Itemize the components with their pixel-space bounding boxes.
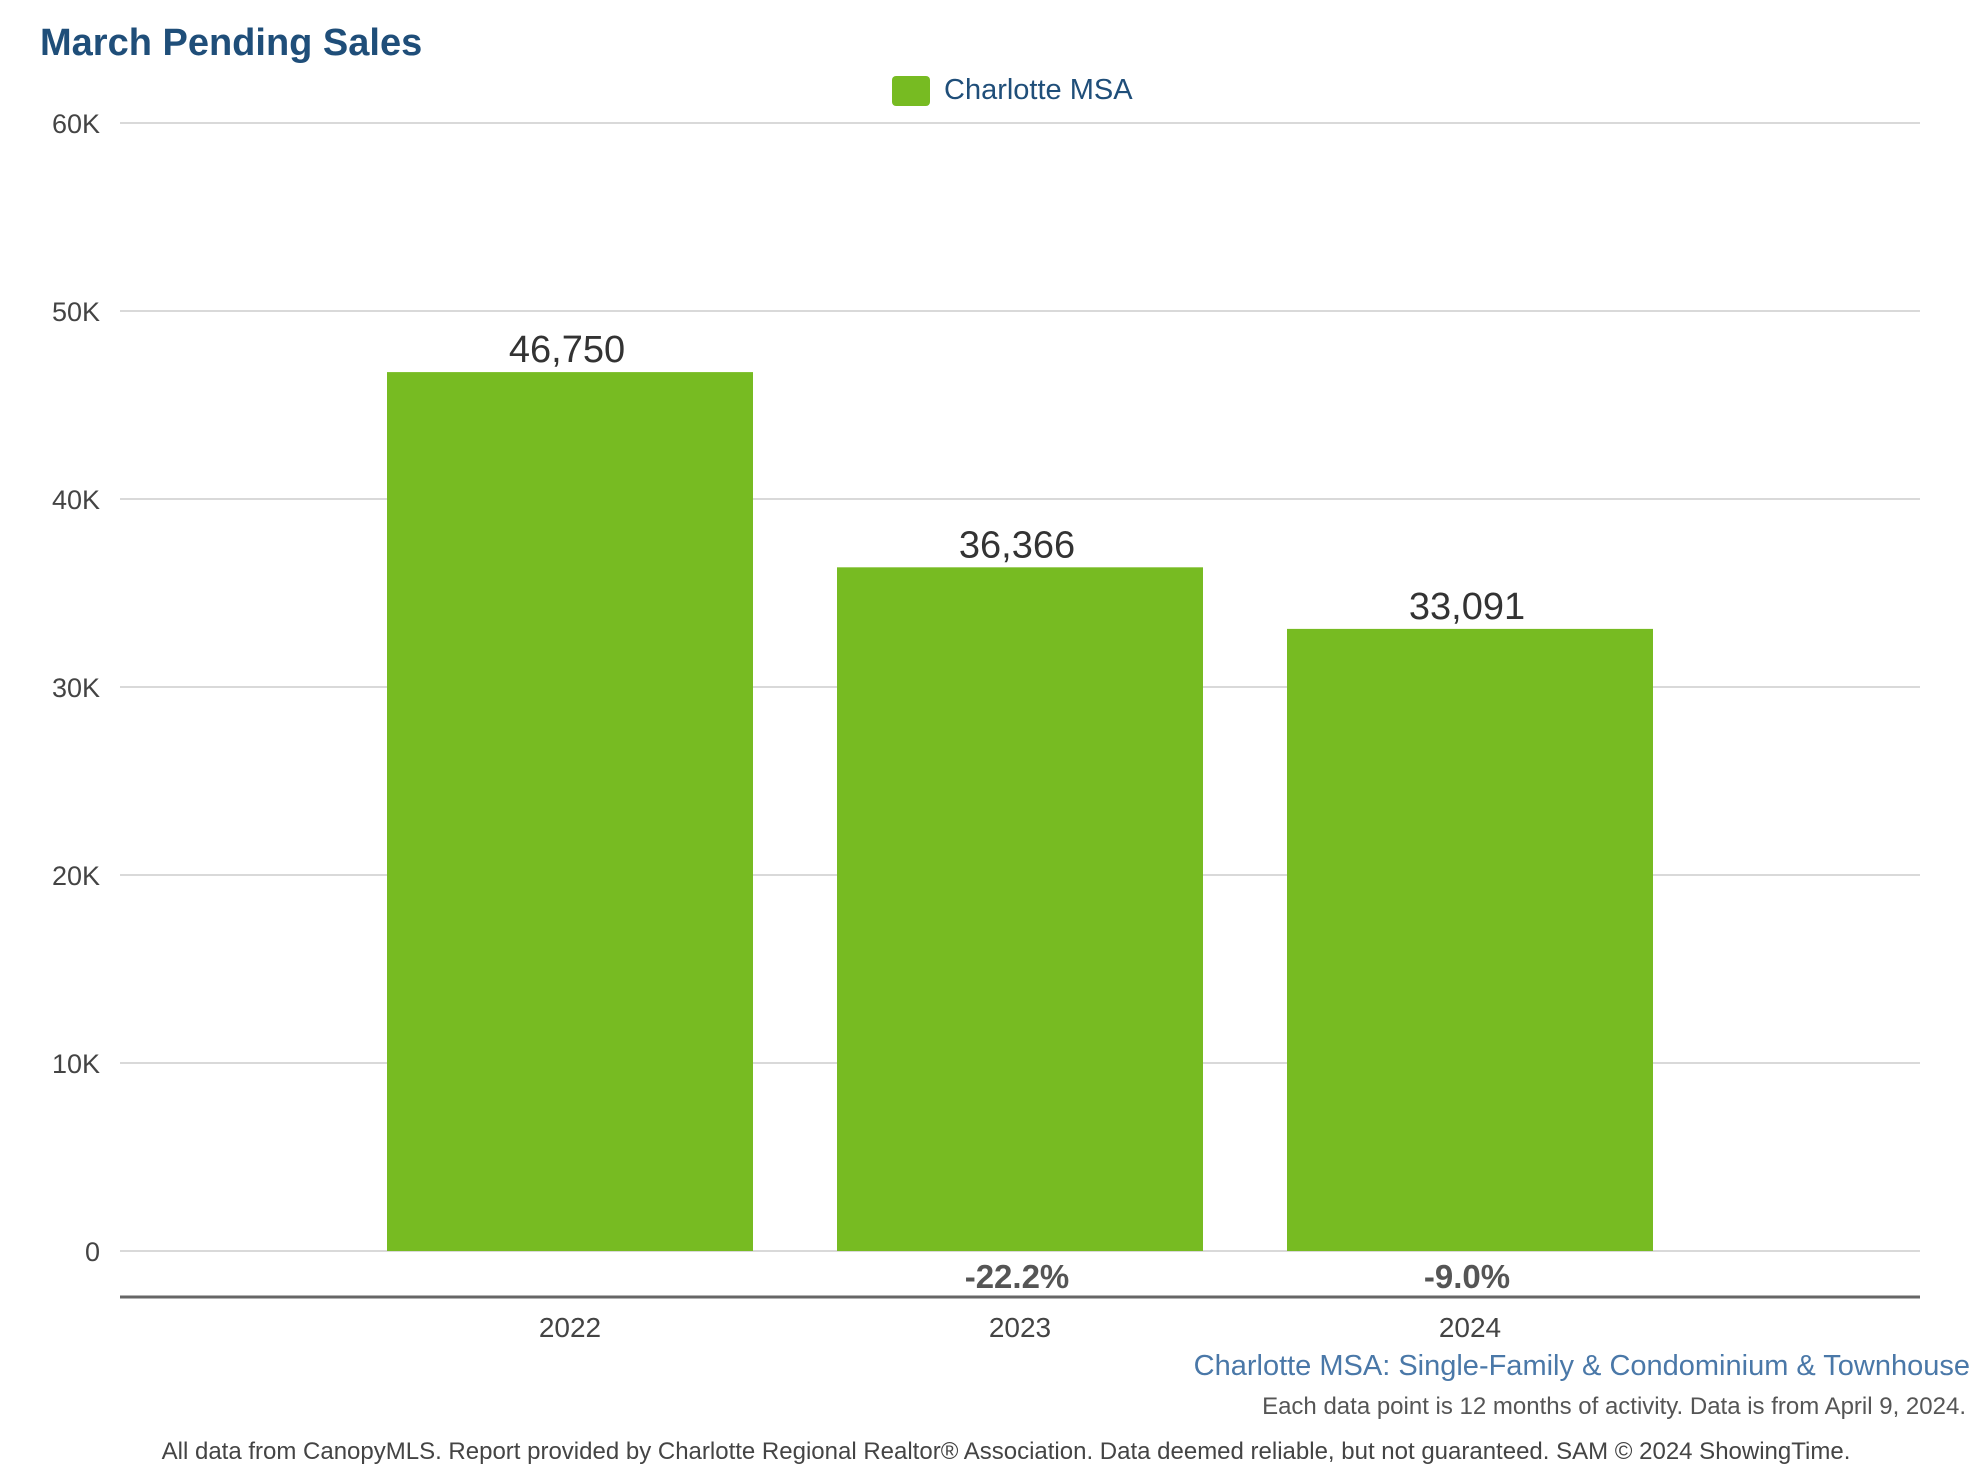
bars: [387, 372, 1653, 1252]
legend[interactable]: Charlotte MSA: [892, 74, 1133, 107]
y-tick-label: 0: [85, 1237, 100, 1267]
footer-credit: All data from CanopyMLS. Report provided…: [161, 1438, 1851, 1465]
y-tick-label: 50K: [52, 297, 100, 327]
bar: [387, 372, 753, 1252]
change-labels: -22.2% -9.0%: [965, 1258, 1510, 1295]
x-tick-label: 2022: [539, 1312, 601, 1340]
x-axis-ticks: 2022 2023 2024: [539, 1312, 1501, 1340]
y-tick-label: 30K: [52, 673, 100, 703]
legend-label: Charlotte MSA: [944, 74, 1133, 106]
chart-subtitle: Charlotte MSA: Single-Family & Condomini…: [1193, 1350, 1970, 1382]
y-tick-label: 40K: [52, 485, 100, 515]
bar: [1287, 628, 1653, 1251]
bar-chart: 0 10K 20K 30K 40K 50K 60K 46,750 36,366 33,091 -…: [52, 109, 1920, 1340]
change-label: -22.2%: [965, 1258, 1070, 1295]
value-label: 36,366: [959, 524, 1075, 566]
bar: [837, 567, 1203, 1251]
y-tick-label: 60K: [52, 109, 100, 139]
x-tick-label: 2024: [1439, 1312, 1501, 1340]
value-labels: 46,750 36,366 33,091: [509, 329, 1525, 628]
value-label: 46,750: [509, 329, 625, 371]
chart-title: March Pending Sales: [40, 22, 423, 64]
y-tick-label: 20K: [52, 861, 100, 891]
value-label: 33,091: [1409, 586, 1525, 628]
change-label: -9.0%: [1424, 1258, 1510, 1295]
y-tick-label: 10K: [52, 1049, 100, 1079]
x-tick-label: 2023: [989, 1312, 1051, 1340]
y-axis-ticks: 0 10K 20K 30K 40K 50K 60K: [52, 109, 100, 1267]
data-note: Each data point is 12 months of activity…: [1262, 1393, 1966, 1420]
legend-swatch: [892, 75, 930, 106]
